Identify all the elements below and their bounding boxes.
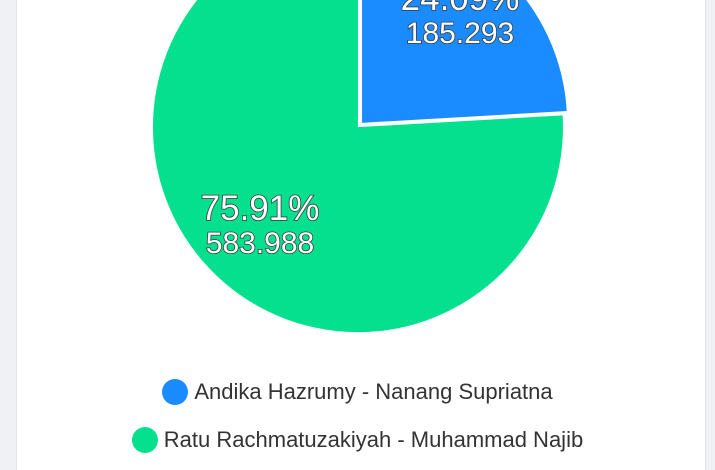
slice-value-label: 185.293 xyxy=(406,17,514,50)
slice-percent-label: 24.09% xyxy=(401,0,520,18)
legend-item-andika-hazrumy[interactable]: Andika Hazrumy - Nanang Supriatna xyxy=(0,372,715,412)
pie-slice-1[interactable] xyxy=(362,0,567,123)
legend-dot-green-icon xyxy=(131,427,158,453)
legend-label: Andika Hazrumy - Nanang Supriatna xyxy=(194,379,553,404)
legend-item-ratu-rachmatuzakiyah[interactable]: Ratu Rachmatuzakiyah - Muhammad Najib xyxy=(0,420,715,460)
legend-dot-blue-icon xyxy=(162,379,189,405)
chart-legend: Andika Hazrumy - Nanang Supriatna Ratu R… xyxy=(0,372,715,468)
slice-percent-label: 75.91% xyxy=(201,189,320,228)
slice-value-label: 583.988 xyxy=(206,227,314,260)
pie-slice-2[interactable] xyxy=(152,0,563,333)
legend-label: Ratu Rachmatuzakiyah - Muhammad Najib xyxy=(163,427,584,452)
pie-chart: 24.09%185.293 75.91%583.988 xyxy=(152,0,567,333)
